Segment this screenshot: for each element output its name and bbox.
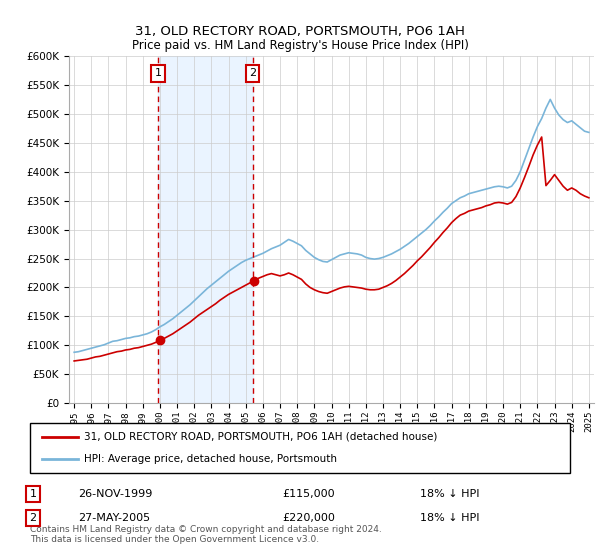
Text: 1: 1 (29, 489, 37, 499)
Text: HPI: Average price, detached house, Portsmouth: HPI: Average price, detached house, Port… (84, 454, 337, 464)
Text: £220,000: £220,000 (282, 513, 335, 523)
Text: 18% ↓ HPI: 18% ↓ HPI (420, 489, 479, 499)
Text: 2: 2 (249, 68, 256, 78)
Text: 1: 1 (155, 68, 162, 78)
Text: 18% ↓ HPI: 18% ↓ HPI (420, 513, 479, 523)
Text: 31, OLD RECTORY ROAD, PORTSMOUTH, PO6 1AH: 31, OLD RECTORY ROAD, PORTSMOUTH, PO6 1A… (135, 25, 465, 38)
Text: 27-MAY-2005: 27-MAY-2005 (78, 513, 150, 523)
Bar (158, 56, 253, 403)
Text: 2: 2 (29, 513, 37, 523)
Text: Contains HM Land Registry data © Crown copyright and database right 2024.
This d: Contains HM Land Registry data © Crown c… (30, 525, 382, 544)
Text: 26-NOV-1999: 26-NOV-1999 (78, 489, 152, 499)
Text: £115,000: £115,000 (282, 489, 335, 499)
Text: 31, OLD RECTORY ROAD, PORTSMOUTH, PO6 1AH (detached house): 31, OLD RECTORY ROAD, PORTSMOUTH, PO6 1A… (84, 432, 437, 442)
Text: Price paid vs. HM Land Registry's House Price Index (HPI): Price paid vs. HM Land Registry's House … (131, 39, 469, 52)
